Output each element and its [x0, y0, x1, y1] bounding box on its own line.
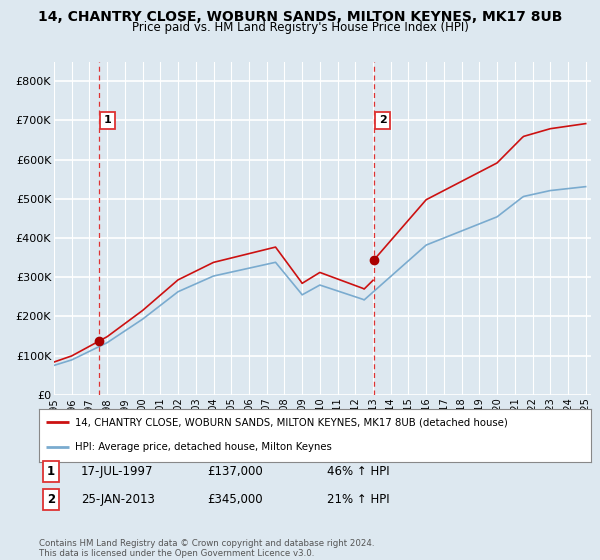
Text: 17-JUL-1997: 17-JUL-1997: [81, 465, 154, 478]
Text: 21% ↑ HPI: 21% ↑ HPI: [327, 493, 389, 506]
Text: 1: 1: [103, 115, 111, 125]
Text: 14, CHANTRY CLOSE, WOBURN SANDS, MILTON KEYNES, MK17 8UB (detached house): 14, CHANTRY CLOSE, WOBURN SANDS, MILTON …: [75, 417, 508, 427]
Text: Price paid vs. HM Land Registry's House Price Index (HPI): Price paid vs. HM Land Registry's House …: [131, 21, 469, 34]
Text: 2: 2: [379, 115, 386, 125]
Text: 46% ↑ HPI: 46% ↑ HPI: [327, 465, 389, 478]
Text: HPI: Average price, detached house, Milton Keynes: HPI: Average price, detached house, Milt…: [75, 442, 332, 452]
Text: Contains HM Land Registry data © Crown copyright and database right 2024.
This d: Contains HM Land Registry data © Crown c…: [39, 539, 374, 558]
Text: £345,000: £345,000: [207, 493, 263, 506]
Text: 1: 1: [47, 465, 55, 478]
Text: 2: 2: [47, 493, 55, 506]
Text: 14, CHANTRY CLOSE, WOBURN SANDS, MILTON KEYNES, MK17 8UB: 14, CHANTRY CLOSE, WOBURN SANDS, MILTON …: [38, 10, 562, 24]
Text: £137,000: £137,000: [207, 465, 263, 478]
Text: 25-JAN-2013: 25-JAN-2013: [81, 493, 155, 506]
